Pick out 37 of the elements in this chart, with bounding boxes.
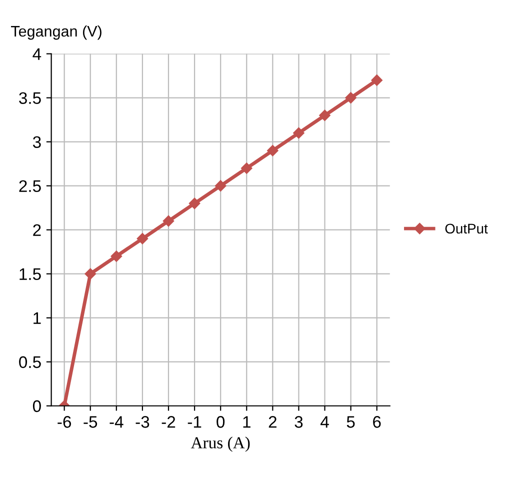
y-tick-label: 1	[34, 312, 41, 324]
point	[136, 233, 148, 244]
point	[188, 198, 200, 210]
point	[319, 110, 330, 122]
y-tick-label: 4	[32, 48, 42, 60]
x-tick-label: 4	[320, 416, 329, 428]
x-tick-label: -3	[136, 416, 150, 428]
y-tick-label: 0.5	[19, 356, 41, 368]
point	[371, 74, 382, 86]
legend-label: OutPut	[445, 224, 488, 234]
point	[241, 162, 252, 174]
x-tick-label: -4	[110, 416, 124, 428]
y-tick-label: 3.5	[19, 92, 41, 104]
point	[267, 145, 278, 156]
y-tick-label: 0	[32, 400, 41, 412]
point	[214, 180, 226, 192]
x-tick-label: -1	[188, 416, 202, 428]
x-tick-label: -2	[162, 416, 176, 428]
x-tick-label: 1	[243, 416, 250, 428]
x-tick-label: 5	[346, 416, 355, 428]
point	[293, 127, 304, 139]
y-tick-label: 1.5	[20, 268, 41, 280]
point	[345, 92, 356, 104]
point	[162, 215, 174, 227]
y-tick-label: 2.5	[19, 180, 41, 192]
x-tick-label: 6	[373, 416, 381, 428]
x-axis-title: Arus (A)	[190, 436, 250, 452]
y-tick-label: 2	[33, 224, 41, 236]
y-tick-label: 3	[32, 136, 41, 148]
x-tick-label: -5	[84, 416, 98, 428]
y-axis-title: Tegangan (V)	[11, 25, 102, 40]
x-tick-label: 0	[216, 416, 225, 428]
point	[84, 268, 96, 280]
x-tick-label: -6	[58, 416, 71, 428]
x-tick-label: 2	[268, 416, 276, 428]
point	[110, 250, 122, 262]
x-tick-label: 3	[294, 416, 303, 428]
